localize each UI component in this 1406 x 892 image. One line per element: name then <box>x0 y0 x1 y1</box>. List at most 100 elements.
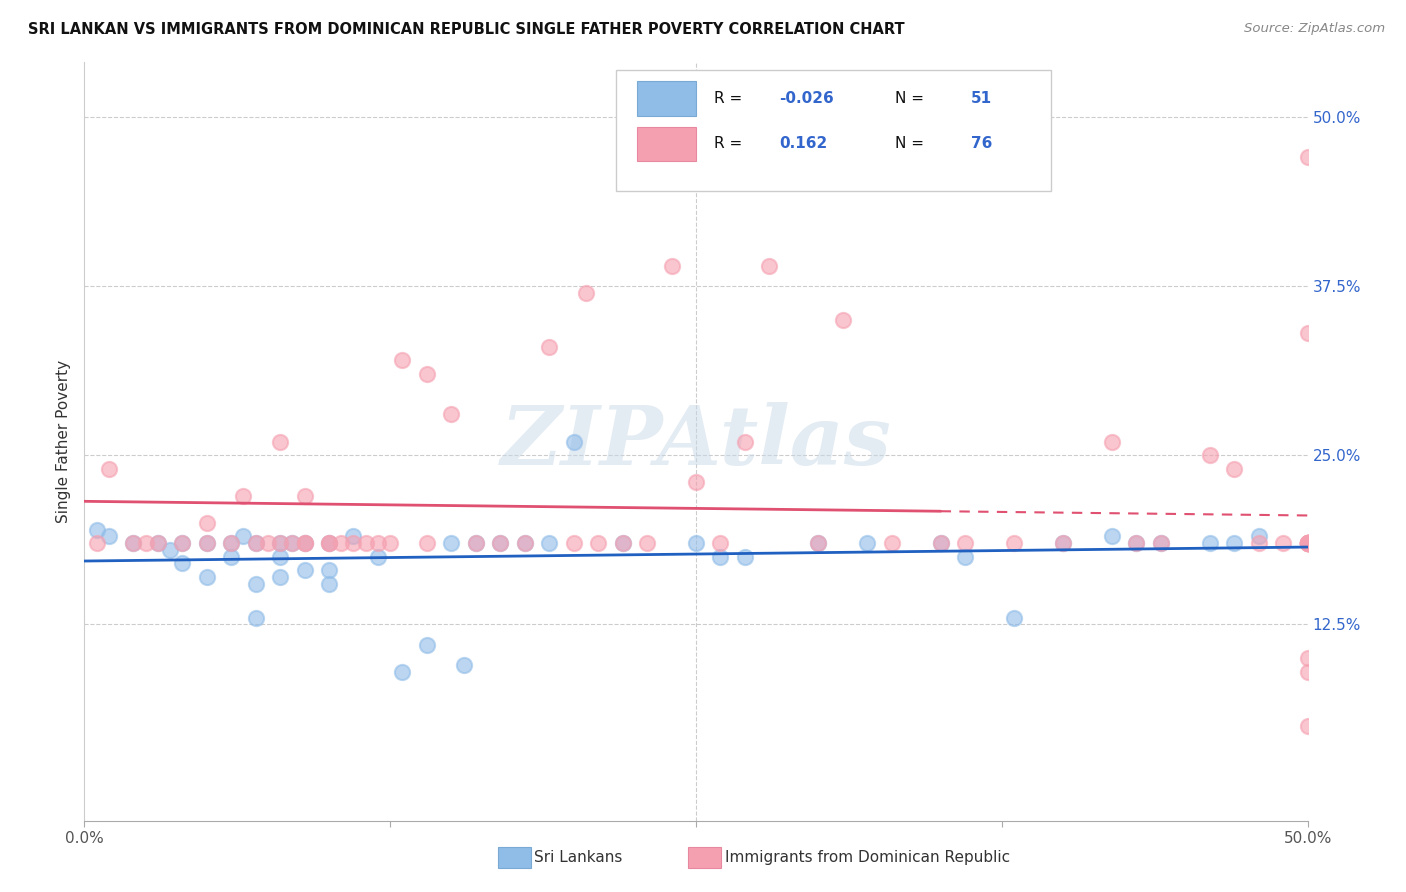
Point <box>1247 536 1270 550</box>
Point <box>831 312 853 326</box>
Point <box>195 516 218 530</box>
Point <box>1296 665 1319 679</box>
Point <box>562 536 585 550</box>
Point <box>1296 536 1319 550</box>
FancyBboxPatch shape <box>616 70 1050 191</box>
Point <box>1198 536 1220 550</box>
Point <box>453 657 475 672</box>
Point <box>856 536 879 550</box>
Point <box>146 536 169 550</box>
Point <box>367 536 389 550</box>
Point <box>562 434 585 449</box>
Point <box>538 536 561 550</box>
Point <box>219 536 242 550</box>
Point <box>1296 536 1319 550</box>
Point <box>1002 610 1025 624</box>
Point <box>1002 536 1025 550</box>
Point <box>318 576 340 591</box>
Point <box>734 434 756 449</box>
Point <box>318 536 340 550</box>
Point <box>1223 536 1246 550</box>
Point <box>1150 536 1173 550</box>
Text: N =: N = <box>896 91 929 105</box>
Point <box>245 610 267 624</box>
Point <box>146 536 169 550</box>
Point <box>342 536 364 550</box>
Point <box>135 536 157 550</box>
Point <box>1125 536 1147 550</box>
Point <box>1296 536 1319 550</box>
Point <box>1101 434 1123 449</box>
Text: R =: R = <box>714 91 748 105</box>
Point <box>1296 651 1319 665</box>
Point <box>195 536 218 550</box>
Point <box>294 536 316 550</box>
Point <box>1296 536 1319 550</box>
Point <box>1272 536 1295 550</box>
Point <box>1296 326 1319 341</box>
Point <box>612 536 634 550</box>
Point <box>440 408 463 422</box>
Text: Source: ZipAtlas.com: Source: ZipAtlas.com <box>1244 22 1385 36</box>
Point <box>1198 448 1220 462</box>
Point <box>1296 150 1319 164</box>
Point <box>294 489 316 503</box>
Point <box>172 536 194 550</box>
Point <box>172 536 194 550</box>
Point <box>219 536 242 550</box>
Point <box>122 536 145 550</box>
Text: 51: 51 <box>972 91 993 105</box>
Point <box>269 570 291 584</box>
Point <box>380 536 402 550</box>
Point <box>269 434 291 449</box>
Point <box>269 549 291 564</box>
Text: SRI LANKAN VS IMMIGRANTS FROM DOMINICAN REPUBLIC SINGLE FATHER POVERTY CORRELATI: SRI LANKAN VS IMMIGRANTS FROM DOMINICAN … <box>28 22 904 37</box>
Point <box>685 475 707 490</box>
Point <box>269 536 291 550</box>
Point <box>1296 536 1319 550</box>
Point <box>86 523 108 537</box>
Point <box>1125 536 1147 550</box>
Point <box>1052 536 1074 550</box>
Bar <box>637 127 696 161</box>
Point <box>416 536 439 550</box>
Point <box>257 536 280 550</box>
Text: 0.162: 0.162 <box>779 136 827 151</box>
Point <box>219 549 242 564</box>
Point <box>1296 536 1319 550</box>
Point <box>586 536 609 550</box>
Point <box>1101 529 1123 543</box>
Point <box>318 563 340 577</box>
Point <box>416 638 439 652</box>
Point <box>661 259 683 273</box>
Point <box>953 536 976 550</box>
Point <box>342 529 364 543</box>
Point <box>354 536 377 550</box>
Point <box>391 665 413 679</box>
Point <box>1296 536 1319 550</box>
Point <box>807 536 830 550</box>
Point <box>232 489 254 503</box>
Bar <box>637 81 696 116</box>
Point <box>489 536 512 550</box>
Point <box>953 549 976 564</box>
Text: N =: N = <box>896 136 929 151</box>
Point <box>929 536 952 550</box>
Point <box>97 529 120 543</box>
Point <box>929 536 952 550</box>
Point <box>122 536 145 550</box>
Point <box>1296 719 1319 733</box>
Point <box>513 536 536 550</box>
Point <box>281 536 304 550</box>
Point <box>1052 536 1074 550</box>
Point <box>513 536 536 550</box>
Point <box>1296 536 1319 550</box>
Text: ZIPAtlas: ZIPAtlas <box>501 401 891 482</box>
Point <box>391 353 413 368</box>
Point <box>807 536 830 550</box>
Point <box>195 570 218 584</box>
Point <box>172 557 194 571</box>
Point <box>1150 536 1173 550</box>
Point <box>195 536 218 550</box>
Point <box>97 461 120 475</box>
